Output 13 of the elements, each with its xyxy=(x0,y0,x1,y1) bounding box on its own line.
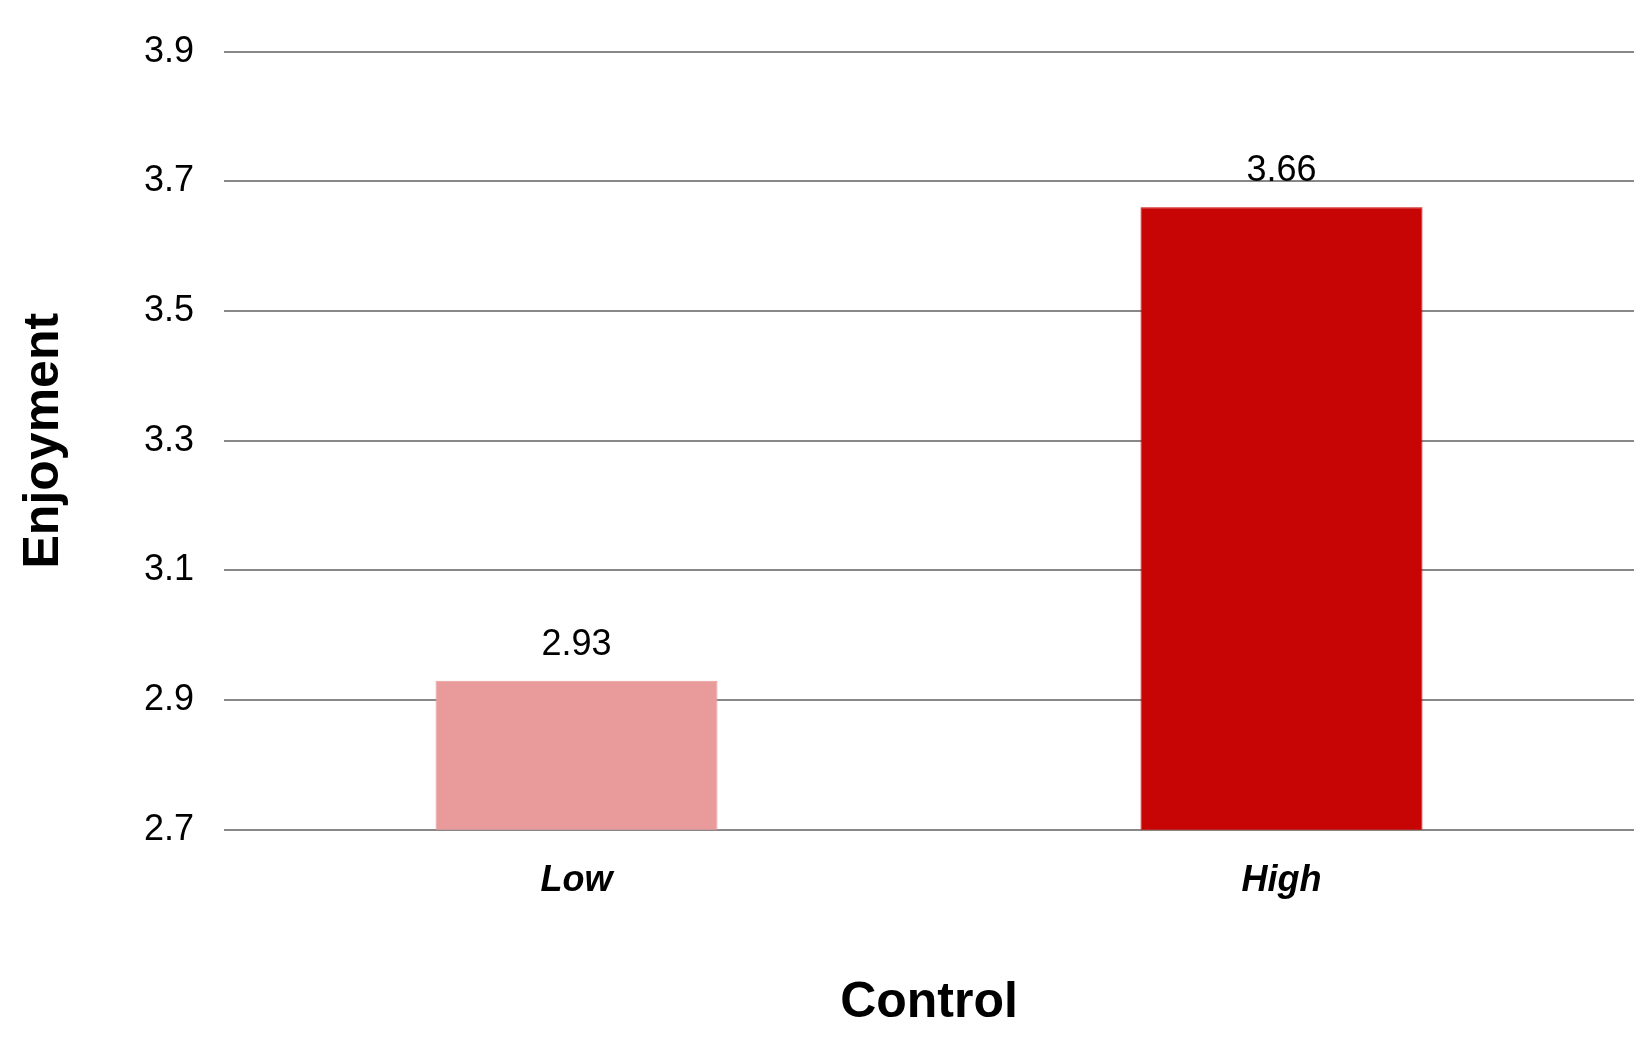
x-tick-label: High xyxy=(1241,858,1322,900)
y-tick-label: 3.5 xyxy=(144,287,195,329)
data-label: 3.66 xyxy=(1246,148,1317,190)
y-tick-label: 3.3 xyxy=(144,417,195,459)
y-tick-label: 2.9 xyxy=(144,677,195,719)
y-tick-label: 3.7 xyxy=(144,158,195,200)
y-tick-label: 3.9 xyxy=(144,28,195,70)
y-axis-title: Enjoyment xyxy=(12,312,69,569)
x-axis-title: Control xyxy=(840,971,1018,1028)
y-tick-label: 3.1 xyxy=(144,547,195,589)
data-label: 2.93 xyxy=(541,621,612,663)
y-tick-label: 2.7 xyxy=(144,806,195,848)
x-tick-label: Low xyxy=(540,858,615,900)
